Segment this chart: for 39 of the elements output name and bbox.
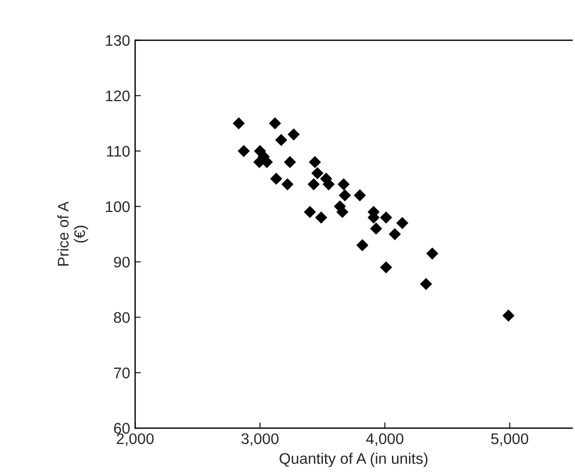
point: [380, 261, 392, 274]
point: [308, 156, 321, 168]
point: [426, 247, 438, 260]
y-tick-label: 130: [106, 35, 130, 46]
x-tick-label: 4,000: [366, 433, 404, 446]
point: [388, 228, 401, 240]
point: [268, 117, 282, 130]
point: [338, 178, 350, 190]
y-tick-label: 80: [114, 312, 130, 323]
point: [275, 134, 288, 146]
point: [380, 211, 392, 224]
x-tick-label: 3,000: [241, 433, 278, 446]
point: [281, 178, 294, 190]
y-tick-label: 60: [114, 422, 130, 434]
point: [311, 167, 324, 180]
point: [308, 178, 320, 190]
y-tick-label: 70: [114, 368, 130, 378]
y-tick-label: 110: [107, 146, 130, 157]
point: [238, 144, 250, 158]
x-axis-title: Quantity of A (in units): [280, 452, 428, 467]
y-tick-label: 100: [106, 201, 130, 212]
x-tick-label: 2,000: [116, 433, 154, 446]
point: [356, 239, 368, 252]
point: [315, 211, 328, 224]
point: [420, 278, 432, 290]
point: [396, 217, 408, 230]
point: [304, 206, 316, 218]
point: [354, 189, 366, 202]
x-tick-label: 5,000: [491, 433, 528, 446]
point: [370, 222, 382, 235]
y-tick-label: 120: [106, 90, 130, 102]
point: [288, 128, 300, 140]
point: [502, 310, 514, 322]
y-tick-label: 90: [114, 256, 130, 268]
y-axis-title: Price of A (€): [57, 201, 88, 266]
point: [232, 117, 245, 130]
point: [338, 189, 351, 202]
point: [284, 156, 296, 168]
point: [270, 172, 282, 185]
